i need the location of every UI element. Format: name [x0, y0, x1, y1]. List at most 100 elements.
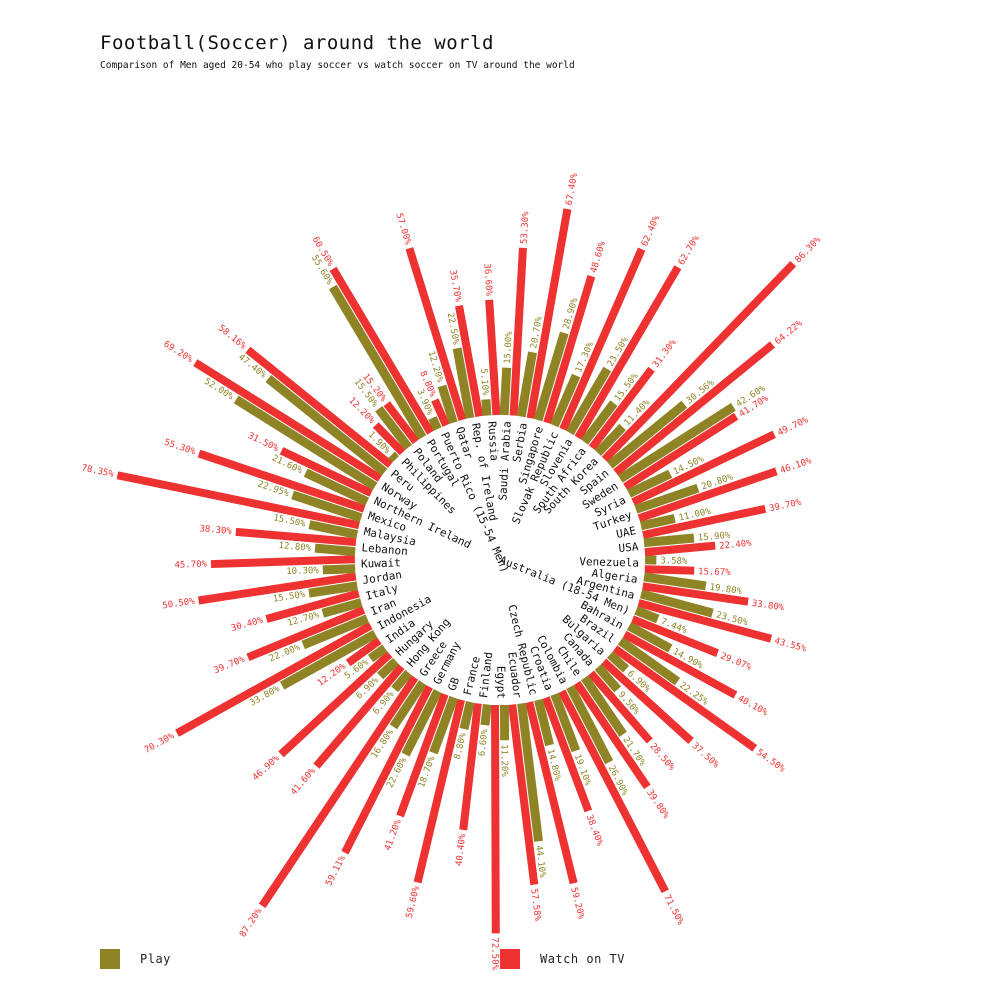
play-bar — [389, 680, 427, 730]
watch-bar — [491, 705, 500, 934]
watch-value-label: 54.50% — [754, 748, 787, 775]
legend-watch-label: Watch on TV — [540, 952, 625, 966]
watch-value-label: 57.58% — [528, 888, 542, 922]
play-bar — [643, 572, 707, 591]
watch-value-label: 49.70% — [776, 415, 810, 438]
watch-value-label: 67.40% — [565, 172, 581, 206]
watch-bar — [396, 692, 449, 818]
watch-value-label: 33.80% — [751, 599, 785, 614]
watch-bar — [612, 645, 758, 752]
watch-value-label: 39.70% — [768, 498, 802, 515]
watch-bar — [623, 412, 739, 491]
watch-bar — [574, 265, 682, 440]
play-value-label: 10.30% — [286, 566, 319, 577]
watch-value-label: 46.10% — [779, 456, 814, 476]
play-bar — [594, 663, 622, 693]
play-bar — [626, 622, 673, 653]
play-bar — [481, 399, 492, 416]
play-bar — [308, 581, 358, 598]
legend-watch: Watch on TV — [500, 949, 625, 969]
watch-bar — [637, 467, 778, 523]
watch-value-label: 50.50% — [162, 597, 196, 612]
legend-play-swatch — [100, 949, 120, 969]
watch-bar — [405, 247, 467, 422]
watch-bar — [313, 663, 405, 769]
play-bar — [452, 347, 475, 419]
watch-bar — [644, 541, 716, 557]
watch-value-label: 57.00% — [393, 212, 412, 247]
country-group: Finland 6.60% 40.40% — [455, 651, 496, 867]
watch-value-label: 15.67% — [698, 567, 731, 578]
play-bar — [308, 520, 359, 539]
watch-bar — [526, 208, 572, 419]
watch-bar — [413, 698, 465, 884]
watch-value-label: 28.50% — [647, 742, 676, 774]
watch-value-label: 40.40% — [455, 833, 469, 867]
watch-value-label: 58.16% — [216, 323, 248, 352]
play-bar — [499, 367, 512, 416]
country-label: Ecuador — [505, 651, 524, 699]
country-group: Venezuela 3.58% 15.67% — [579, 555, 731, 578]
country-label: GB — [445, 675, 462, 692]
play-bar — [643, 533, 695, 548]
play-bar — [640, 514, 676, 531]
watch-value-label: 69.20% — [161, 339, 194, 365]
play-bar — [429, 695, 458, 755]
watch-value-label: 53.30% — [520, 211, 532, 245]
watch-bar — [613, 341, 775, 476]
watch-value-label: 45.70% — [174, 560, 207, 571]
play-bar — [634, 483, 700, 514]
watch-value-label: 62.40% — [640, 214, 662, 248]
watch-bar — [644, 565, 695, 575]
watch-value-label: 64.22% — [773, 318, 805, 347]
watch-bar — [459, 702, 482, 831]
watch-bar — [265, 589, 360, 623]
play-bar — [322, 564, 356, 575]
watch-bar — [559, 247, 646, 431]
watch-bar — [558, 689, 669, 894]
watch-value-label: 62.70% — [677, 233, 702, 267]
watch-value-label: 59.60% — [405, 885, 422, 920]
play-bar — [617, 637, 681, 686]
watch-bar — [345, 637, 382, 667]
watch-bar — [543, 275, 596, 424]
play-value-label: 15.90% — [697, 531, 731, 544]
play-bar — [627, 469, 673, 498]
watch-value-label: 39.70% — [213, 654, 247, 676]
play-bar — [328, 284, 427, 440]
play-bar — [594, 423, 626, 456]
play-bar — [606, 400, 688, 469]
play-value-label: 5.10% — [478, 368, 490, 396]
watch-bar — [587, 670, 653, 744]
watch-bar — [193, 359, 383, 482]
play-bar — [279, 630, 378, 690]
watch-value-label: 55.30% — [163, 438, 198, 458]
watch-bar — [372, 422, 406, 456]
country-label: Egypt — [494, 666, 507, 699]
watch-bar — [509, 247, 527, 416]
play-bar — [480, 703, 492, 726]
play-bar — [534, 698, 554, 747]
play-bar — [314, 543, 356, 557]
play-bar — [617, 402, 736, 483]
play-bar — [301, 614, 370, 650]
play-bar — [367, 644, 388, 663]
play-bar — [516, 351, 537, 418]
country-group: Egypt 11.20% 72.50% — [489, 666, 510, 971]
country-group: Kuwait 10.30% 45.70% — [174, 555, 401, 577]
watch-value-label: 31.30% — [651, 338, 679, 370]
watch-value-label: 38.40% — [584, 813, 605, 847]
country-label: Kuwait — [361, 556, 401, 570]
watch-value-label: 38.30% — [199, 524, 233, 537]
play-bar — [233, 395, 378, 491]
watch-value-label: 41.20% — [383, 818, 404, 853]
play-bar — [500, 704, 510, 741]
watch-bar — [175, 622, 373, 737]
country-group: Ecuador 44.10% 57.58% — [505, 651, 547, 922]
play-bar — [437, 384, 458, 424]
country-label: Finland — [477, 651, 495, 699]
play-bar — [377, 657, 400, 680]
play-bar — [291, 490, 363, 523]
country-label: Saudi Arabia — [496, 421, 513, 501]
